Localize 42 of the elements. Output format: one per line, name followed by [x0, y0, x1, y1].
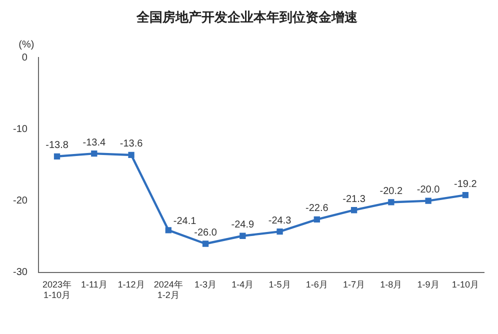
- x-tick-label: 2023年 1-10月: [42, 279, 72, 300]
- y-tick-label: -30: [13, 267, 28, 278]
- x-tick-label: 1-12月: [118, 279, 145, 290]
- y-tick-label: 0: [22, 52, 28, 64]
- point: [350, 207, 358, 214]
- x-tick-label: 1-8月: [380, 279, 402, 290]
- x-tick-label: 2024年 1-2月: [154, 279, 183, 300]
- point: [165, 227, 172, 234]
- point: [388, 199, 394, 206]
- data-label: -20.2: [380, 186, 404, 197]
- point: [128, 152, 134, 158]
- data-label: -13.8: [46, 140, 69, 152]
- chart-title: 全国房地产开发企业本年到位资金增速: [136, 9, 358, 24]
- data-label: -24.1: [173, 216, 197, 227]
- point: [314, 216, 320, 222]
- x-tick-label: 1-6月: [306, 279, 328, 290]
- data-label: -24.9: [231, 220, 254, 231]
- data-label: -21.3: [342, 194, 366, 205]
- data-label: -19.2: [454, 178, 478, 190]
- x-tick-label: 1-11月: [80, 279, 108, 290]
- data-label: -20.0: [416, 184, 440, 196]
- data-label: -13.4: [82, 137, 106, 148]
- point: [425, 198, 432, 204]
- y-tick-label: -10: [13, 124, 28, 135]
- y-tick-label: -20: [13, 196, 28, 207]
- data-label: -26.0: [194, 228, 218, 239]
- data-label: -22.6: [306, 203, 329, 214]
- point: [54, 153, 60, 160]
- point: [240, 232, 246, 239]
- x-tick-label: 1-7月: [343, 279, 366, 290]
- x-tick-label: 1-9月: [417, 279, 440, 290]
- point: [276, 228, 283, 235]
- data-label: -24.3: [268, 215, 292, 226]
- point: [202, 240, 209, 247]
- x-tick-label: 1-3月: [194, 279, 217, 290]
- x-tick-label: 1-4月: [232, 279, 254, 290]
- y-axis-title: (%): [18, 39, 34, 50]
- x-tick-label: 1-5月: [268, 279, 291, 290]
- point: [91, 150, 98, 157]
- data-label: -13.6: [120, 138, 144, 150]
- x-tick-label: 1-10月: [452, 279, 479, 290]
- point: [462, 192, 469, 198]
